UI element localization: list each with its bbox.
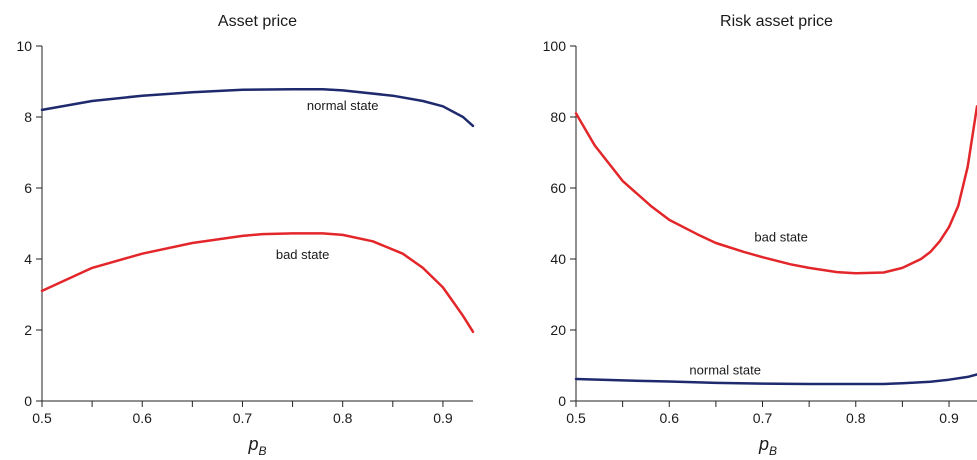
x-axis-label-subscript: B	[769, 444, 777, 458]
series-annotation: bad state	[754, 229, 808, 244]
x-tick-label: 0.9	[939, 410, 959, 426]
x-tick-label: 0.7	[753, 410, 773, 426]
y-tick-label: 6	[24, 180, 32, 196]
x-tick-label: 0.7	[233, 410, 253, 426]
x-axis-label: pB	[247, 434, 266, 458]
x-tick-label: 0.6	[660, 410, 680, 426]
x-tick-label: 0.9	[433, 410, 453, 426]
x-tick-label: 0.8	[333, 410, 353, 426]
y-tick-label: 4	[24, 251, 32, 267]
y-tick-label: 60	[550, 180, 566, 196]
risk-asset-price-panel: Risk asset price 0 20 40 60 80 100 0.5 0.6 0.7 0.8…	[543, 13, 977, 458]
chart-title: Risk asset price	[720, 13, 833, 30]
x-tick-label: 0.5	[32, 410, 52, 426]
y-tick-label: 0	[558, 393, 566, 409]
y-tick-label: 10	[16, 38, 32, 54]
series-annotation: bad state	[276, 247, 330, 262]
series-annotation: normal state	[307, 98, 379, 113]
x-axis-label-main: p	[758, 434, 769, 454]
series-annotation: normal state	[689, 362, 761, 377]
y-tick-label: 2	[24, 322, 32, 338]
x-tick-label: 0.6	[132, 410, 152, 426]
y-tick-label: 100	[543, 38, 567, 54]
x-tick-label: 0.8	[846, 410, 866, 426]
y-tick-label: 20	[550, 322, 566, 338]
x-tick-label: 0.5	[566, 410, 586, 426]
series-line-normal-state	[574, 373, 977, 386]
y-tick-label: 8	[24, 109, 32, 125]
x-axis-label: pB	[758, 434, 777, 458]
x-axis-label-subscript: B	[259, 444, 267, 458]
chart-title: Asset price	[218, 13, 297, 30]
y-tick-label: 40	[550, 251, 566, 267]
series-line-normal-state	[40, 88, 475, 128]
series-line-bad-state	[40, 232, 475, 334]
x-axis-label-main: p	[247, 434, 258, 454]
y-tick-label: 0	[24, 393, 32, 409]
y-tick-label: 80	[550, 109, 566, 125]
series-line-bad-state	[574, 105, 977, 275]
